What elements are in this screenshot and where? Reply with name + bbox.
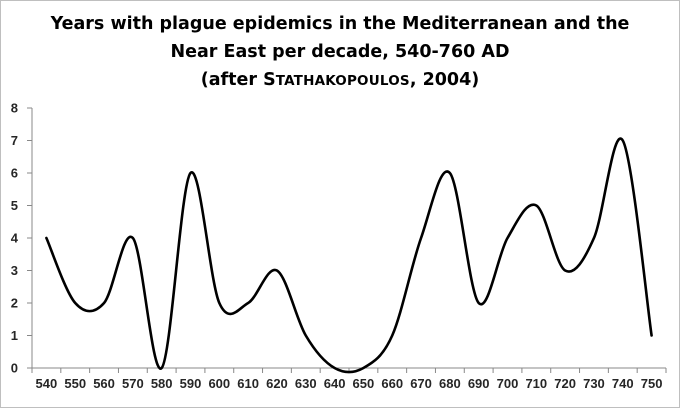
subtitle-author-rest: TATHAKOPOULOS bbox=[275, 73, 410, 89]
data-point bbox=[534, 204, 538, 208]
y-tick-label: 6 bbox=[11, 166, 18, 181]
x-tick-label: 720 bbox=[554, 376, 576, 391]
data-point bbox=[44, 236, 48, 240]
data-point bbox=[275, 269, 279, 273]
x-tick-label: 590 bbox=[180, 376, 202, 391]
data-point bbox=[650, 334, 654, 338]
series-group bbox=[44, 137, 654, 374]
subtitle-close: , 2004) bbox=[409, 70, 480, 90]
data-point bbox=[390, 334, 394, 338]
data-point bbox=[131, 236, 135, 240]
x-tick-label: 740 bbox=[612, 376, 634, 391]
subtitle-open: (after bbox=[200, 70, 264, 90]
x-tick-label: 550 bbox=[64, 376, 86, 391]
x-tick-label: 630 bbox=[295, 376, 317, 391]
x-tick-label: 580 bbox=[151, 376, 173, 391]
data-point bbox=[592, 236, 596, 240]
x-tick-label: 750 bbox=[641, 376, 663, 391]
series-line bbox=[45, 137, 653, 374]
y-tick-label: 7 bbox=[11, 133, 18, 148]
data-point bbox=[419, 236, 423, 240]
x-tick-label: 620 bbox=[266, 376, 288, 391]
x-tick-label: 600 bbox=[208, 376, 230, 391]
data-point bbox=[189, 171, 193, 175]
y-tick-label: 1 bbox=[11, 328, 18, 343]
data-point bbox=[361, 366, 365, 370]
x-tick-label: 670 bbox=[410, 376, 432, 391]
x-tick-label: 570 bbox=[122, 376, 144, 391]
data-point bbox=[477, 301, 481, 305]
data-point bbox=[246, 301, 250, 305]
data-point bbox=[304, 334, 308, 338]
data-point bbox=[448, 171, 452, 175]
y-tick-label: 8 bbox=[11, 101, 18, 116]
y-axis-ticks: 0 1 2 3 4 5 6 7 8 bbox=[11, 101, 32, 376]
y-tick-label: 3 bbox=[11, 263, 18, 278]
chart-title: Years with plague epidemics in the Medit… bbox=[0, 10, 680, 95]
x-tick-label: 700 bbox=[497, 376, 519, 391]
y-tick-label: 2 bbox=[11, 296, 18, 311]
data-point bbox=[506, 236, 510, 240]
y-tick-label: 4 bbox=[11, 231, 19, 246]
x-tick-label: 680 bbox=[439, 376, 461, 391]
x-tick-label: 560 bbox=[93, 376, 115, 391]
x-tick-label: 710 bbox=[525, 376, 547, 391]
data-point bbox=[160, 366, 164, 370]
x-tick-label: 640 bbox=[324, 376, 346, 391]
data-point bbox=[563, 269, 567, 273]
x-tick-label: 690 bbox=[468, 376, 490, 391]
x-tick-label: 660 bbox=[381, 376, 403, 391]
data-point bbox=[73, 301, 77, 305]
x-tick-label: 650 bbox=[353, 376, 375, 391]
title-line-2: Near East per decade, 540-760 AD bbox=[170, 42, 510, 62]
y-tick-label: 0 bbox=[11, 361, 18, 376]
y-tick-label: 5 bbox=[11, 198, 18, 213]
x-tick-label: 730 bbox=[583, 376, 605, 391]
x-tick-label: 610 bbox=[237, 376, 259, 391]
data-point bbox=[333, 366, 337, 370]
x-tick-label: 540 bbox=[36, 376, 58, 391]
data-point bbox=[217, 301, 221, 305]
subtitle-author-initial: S bbox=[263, 70, 276, 90]
data-point bbox=[102, 301, 106, 305]
data-point bbox=[621, 139, 625, 143]
chart-subtitle: (after STATHAKOPOULOS, 2004) bbox=[0, 66, 680, 95]
title-line-1: Years with plague epidemics in the Medit… bbox=[50, 14, 630, 34]
x-axis-ticks: 540 550 560 570 580 590 600 610 620 630 640 650 660 6… bbox=[31, 368, 667, 391]
